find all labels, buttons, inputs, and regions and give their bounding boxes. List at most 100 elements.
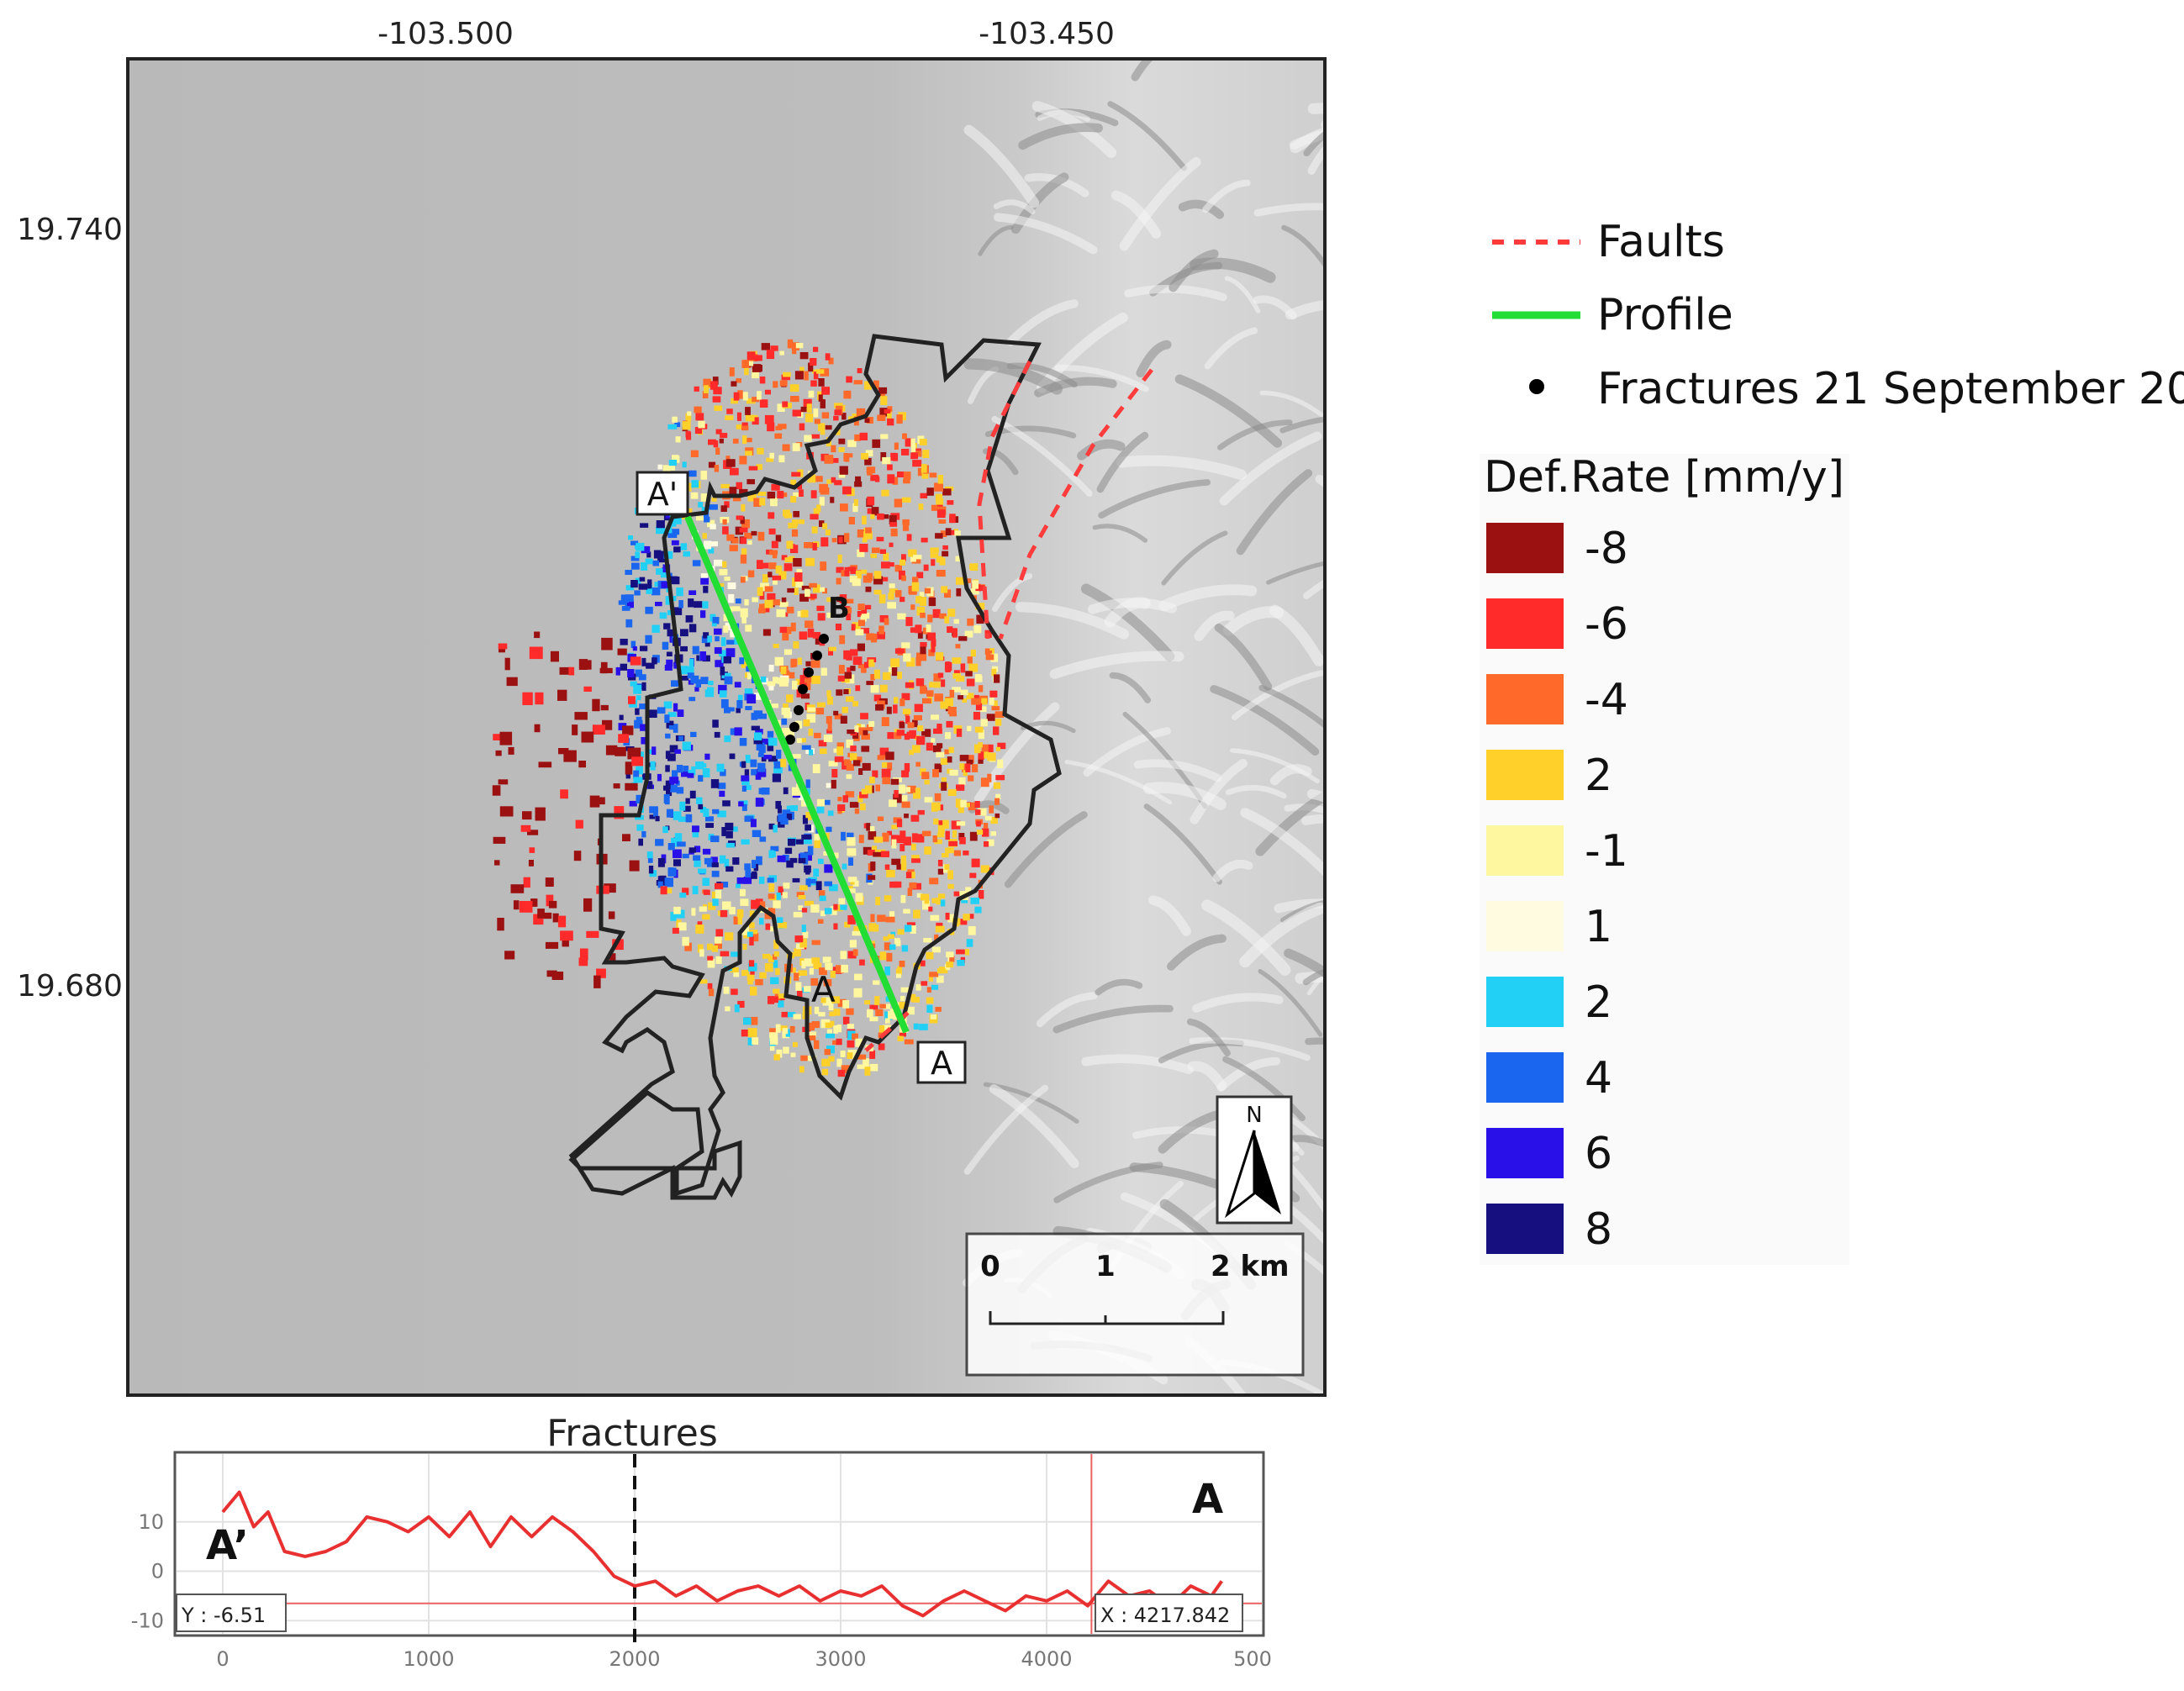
- raster-cell: [820, 667, 827, 676]
- raster-cell: [667, 753, 676, 761]
- raster-cell: [764, 389, 771, 395]
- ridge-stroke: [1303, 130, 1325, 157]
- raster-cell: [768, 664, 774, 672]
- raster-cell: [722, 901, 731, 910]
- raster-cell: [931, 714, 939, 720]
- raster-cell: [560, 789, 568, 799]
- raster-cell: [913, 555, 922, 560]
- raster-cell: [700, 677, 709, 684]
- raster-cell: [804, 824, 811, 831]
- raster-cell: [768, 893, 775, 899]
- raster-cell: [674, 833, 683, 842]
- raster-cell: [949, 956, 955, 962]
- raster-cell: [662, 826, 668, 834]
- raster-cell: [820, 428, 826, 435]
- x-tick-label: 3000: [815, 1647, 866, 1671]
- raster-cell: [660, 528, 668, 534]
- raster-cell: [844, 598, 854, 603]
- raster-cell: [755, 798, 764, 807]
- raster-cell: [819, 748, 827, 755]
- raster-cell: [900, 861, 907, 871]
- raster-cell: [668, 725, 675, 730]
- raster-cell: [976, 820, 981, 827]
- raster-cell: [955, 556, 963, 562]
- raster-cell: [714, 465, 720, 472]
- raster-cell: [836, 577, 841, 585]
- raster-cell: [804, 865, 811, 873]
- raster-cell: [936, 751, 945, 758]
- raster-cell: [778, 455, 785, 463]
- raster-cell: [781, 555, 788, 561]
- raster-cell: [840, 951, 847, 960]
- raster-cell: [864, 457, 872, 466]
- raster-cell: [690, 675, 699, 684]
- raster-cell: [685, 615, 694, 623]
- raster-cell: [768, 756, 778, 762]
- raster-cell: [911, 843, 916, 851]
- raster-cell: [823, 735, 833, 742]
- raster-cell: [711, 871, 720, 877]
- raster-cell: [952, 530, 961, 536]
- ridge-stroke: [1301, 814, 1325, 825]
- raster-cell: [630, 681, 637, 687]
- raster-cell: [834, 409, 841, 416]
- raster-cell: [772, 773, 781, 782]
- raster-cell: [813, 408, 819, 418]
- raster-cell: [697, 944, 704, 953]
- raster-cell: [868, 659, 874, 666]
- raster-cell: [745, 407, 751, 415]
- raster-cell: [870, 674, 875, 681]
- raster-cell: [630, 580, 638, 588]
- raster-cell: [889, 944, 896, 950]
- raster-cell: [875, 784, 880, 792]
- raster-cell: [824, 864, 833, 873]
- raster-cell: [871, 507, 879, 514]
- raster-cell: [987, 839, 994, 846]
- raster-cell: [926, 690, 934, 697]
- raster-cell: [965, 949, 969, 956]
- raster-cell: [985, 654, 994, 661]
- raster-cell: [604, 883, 616, 893]
- raster-cell: [781, 597, 787, 603]
- raster-cell: [828, 1004, 834, 1011]
- raster-cell: [845, 791, 855, 798]
- raster-cell: [824, 881, 832, 887]
- raster-cell: [780, 758, 787, 767]
- raster-cell: [912, 577, 919, 586]
- raster-cell: [628, 696, 636, 704]
- raster-cell: [758, 877, 765, 884]
- raster-cell: [944, 864, 950, 870]
- raster-cell: [696, 797, 703, 804]
- raster-cell: [741, 926, 749, 935]
- raster-cell: [847, 1024, 854, 1029]
- raster-cell: [945, 913, 950, 920]
- raster-cell: [959, 755, 969, 761]
- raster-cell: [651, 587, 661, 596]
- raster-cell: [825, 529, 831, 535]
- raster-cell: [699, 651, 706, 661]
- raster-cell: [740, 898, 749, 906]
- raster-cell: [759, 836, 767, 842]
- raster-cell: [771, 483, 780, 491]
- raster-cell: [746, 785, 752, 790]
- raster-cell: [636, 766, 643, 775]
- ridge-stroke: [1285, 299, 1325, 320]
- raster-cell: [987, 752, 996, 761]
- raster-cell: [870, 914, 875, 923]
- raster-cell: [928, 972, 933, 982]
- raster-cell: [838, 536, 843, 544]
- raster-cell: [710, 541, 718, 547]
- raster-cell: [878, 594, 886, 603]
- raster-cell: [931, 946, 941, 953]
- raster-cell: [737, 1000, 745, 1008]
- raster-cell: [813, 962, 822, 970]
- raster-cell: [894, 442, 899, 450]
- raster-cell: [779, 380, 788, 387]
- raster-cell: [702, 877, 710, 886]
- raster-cell: [949, 514, 956, 524]
- raster-cell: [926, 987, 931, 993]
- raster-cell: [965, 763, 971, 772]
- raster-cell: [748, 960, 755, 967]
- raster-cell: [757, 768, 767, 777]
- raster-cell: [659, 875, 667, 882]
